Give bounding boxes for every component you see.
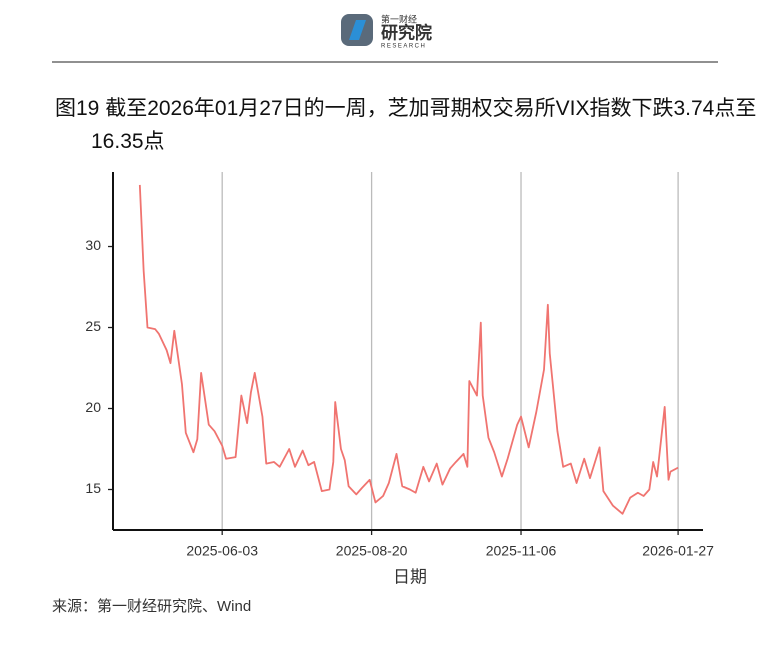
- x-tick-label: 2025-08-20: [336, 543, 408, 559]
- y-tick-label: 15: [85, 480, 101, 496]
- logo-sub: RESEARCH: [381, 44, 426, 50]
- x-tick-label: 2025-11-06: [486, 543, 557, 559]
- y-tick-label: 30: [85, 237, 101, 253]
- logo-main: 研究院: [381, 22, 432, 42]
- x-tick-label: 2026-01-27: [642, 543, 714, 559]
- x-axis-label: 日期: [393, 567, 427, 586]
- y-tick-label: 25: [85, 318, 101, 334]
- source: 来源：第一财经研究院、Wind: [52, 597, 251, 615]
- logo-top: 第一财经: [381, 13, 417, 24]
- logo-mark: [349, 20, 366, 40]
- x-tick-label: 2025-06-03: [186, 543, 258, 559]
- line: [138, 184, 679, 515]
- chart-title: 图19 截至2026年01月27日的一周，芝加哥期权交易所VIX指数下跌3.74…: [55, 97, 757, 153]
- y-tick-label: 20: [85, 399, 101, 415]
- logo: 第一财经 研究院 RESEARCH: [341, 13, 432, 50]
